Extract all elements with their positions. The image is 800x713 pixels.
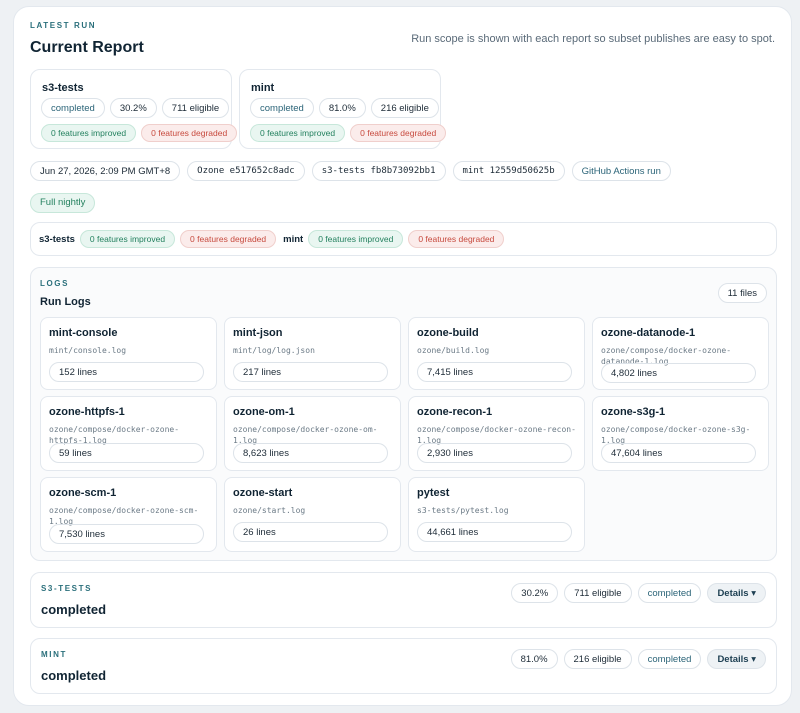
github-actions-link[interactable]: GitHub Actions run [571, 161, 671, 181]
summary-mint-degraded-badge: 0 features degraded [408, 230, 505, 248]
log-grid: mint-console mint/console.log 152 lines … [40, 317, 769, 558]
s3-tests-commit-badge: s3-tests fb8b73092bb1 [311, 161, 446, 181]
section-status: completed [41, 602, 107, 617]
summary-mint-improved-badge: 0 features improved [308, 230, 404, 248]
log-name: ozone-scm-1 [49, 487, 117, 499]
log-lines: 217 lines [233, 362, 388, 382]
log-name: ozone-om-1 [233, 406, 295, 418]
log-path: s3-tests/pytest.log [417, 506, 509, 515]
section-s3-tests: S3-TESTS completed 30.2% 711 eligible co… [30, 572, 777, 628]
details-button[interactable]: Details ▾ [707, 583, 766, 603]
status-badge: completed [250, 98, 314, 118]
summary-s3-degraded-badge: 0 features degraded [180, 230, 277, 248]
log-card-ozone-s3g-1[interactable]: ozone-s3g-1 ozone/compose/docker-ozone-s… [592, 396, 769, 471]
run-meta-row: Jun 27, 2026, 2:09 PM GMT+8 Ozone e51765… [30, 161, 671, 181]
log-lines: 4,802 lines [601, 363, 756, 383]
log-card-ozone-start[interactable]: ozone-start ozone/start.log 26 lines [224, 477, 401, 552]
log-name: ozone-datanode-1 [601, 327, 696, 339]
log-card-mint-console[interactable]: mint-console mint/console.log 152 lines [40, 317, 217, 390]
eligible-badge: 711 eligible [564, 583, 632, 603]
log-lines: 44,661 lines [417, 522, 572, 542]
log-card-ozone-recon-1[interactable]: ozone-recon-1 ozone/compose/docker-ozone… [408, 396, 585, 471]
suite-card-mint: mint completed 81.0% 216 eligible 0 feat… [239, 69, 447, 149]
eligible-badge: 711 eligible [161, 98, 230, 118]
logs-section: LOGS Run Logs 11 files mint-console mint… [30, 267, 777, 561]
status-badge: completed [637, 583, 702, 603]
section-eyebrow: S3-TESTS [41, 584, 93, 593]
details-button[interactable]: Details ▾ [707, 649, 766, 669]
log-path: ozone/start.log [233, 506, 306, 515]
eligible-badge: 216 eligible [370, 98, 439, 118]
pass-rate-badge: 81.0% [510, 649, 558, 669]
log-name: mint-json [233, 327, 283, 339]
log-lines: 47,604 lines [601, 443, 756, 463]
log-path: ozone/compose/docker-ozone-scm-1.log [49, 506, 199, 526]
summary-mint-label: mint [283, 233, 304, 245]
log-path: ozone/compose/docker-ozone-om-1.log [233, 425, 378, 445]
status-badge: completed [41, 98, 105, 118]
pass-rate-badge: 81.0% [318, 98, 366, 118]
log-name: ozone-build [417, 327, 479, 339]
suite-card-s3-tests: s3-tests completed 30.2% 711 eligible 0 … [30, 69, 238, 149]
ozone-commit-badge: Ozone e517652c8adc [187, 161, 305, 181]
section-status: completed [41, 668, 107, 683]
degraded-badge: 0 features degraded [350, 124, 447, 142]
page-title: Current Report [30, 39, 144, 56]
log-lines: 8,623 lines [233, 443, 388, 463]
run-scope-badge: Full nightly [30, 192, 96, 213]
run-timestamp: Jun 27, 2026, 2:09 PM GMT+8 [30, 161, 181, 181]
suite-name: s3-tests [42, 82, 84, 94]
log-lines: 7,415 lines [417, 362, 572, 382]
suite-name: mint [251, 82, 275, 94]
log-lines: 2,930 lines [417, 443, 572, 463]
status-badge: completed [637, 649, 702, 669]
pass-rate-badge: 30.2% [109, 98, 157, 118]
log-lines: 26 lines [233, 522, 388, 542]
log-card-ozone-httpfs-1[interactable]: ozone-httpfs-1 ozone/compose/docker-ozon… [40, 396, 217, 471]
eligible-badge: 216 eligible [563, 649, 632, 669]
log-name: ozone-s3g-1 [601, 406, 666, 418]
log-path: ozone/compose/docker-ozone-recon-1.log [417, 425, 576, 445]
log-card-ozone-build[interactable]: ozone-build ozone/build.log 7,415 lines [408, 317, 585, 390]
summary-s3-improved-badge: 0 features improved [79, 230, 176, 248]
mint-commit-badge: mint 12559d50625b [452, 161, 565, 181]
log-name: ozone-httpfs-1 [49, 406, 125, 418]
log-card-pytest[interactable]: pytest s3-tests/pytest.log 44,661 lines [408, 477, 585, 552]
log-path: ozone/compose/docker-ozone-datanode-1.lo… [601, 346, 732, 366]
logs-title: Run Logs [40, 296, 91, 308]
log-name: ozone-start [233, 487, 293, 499]
section-eyebrow: MINT [41, 650, 67, 659]
log-path: mint/log/log.json [233, 346, 315, 355]
log-card-ozone-scm-1[interactable]: ozone-scm-1 ozone/compose/docker-ozone-s… [40, 477, 217, 552]
logs-eyebrow: LOGS [40, 279, 70, 288]
log-lines: 152 lines [49, 362, 204, 382]
report-page: LATEST RUN Current Report Run scope is s… [13, 6, 792, 706]
file-count-badge: 11 files [717, 283, 767, 303]
summary-s3-tests-label: s3-tests [39, 233, 75, 245]
improved-badge: 0 features improved [41, 124, 137, 142]
section-mint: MINT completed 81.0% 216 eligible comple… [30, 638, 777, 694]
log-path: mint/console.log [49, 346, 127, 355]
degraded-badge: 0 features degraded [141, 124, 238, 142]
report-header: LATEST RUN Current Report Run scope is s… [30, 21, 775, 61]
log-card-ozone-om-1[interactable]: ozone-om-1 ozone/compose/docker-ozone-om… [224, 396, 401, 471]
log-card-mint-json[interactable]: mint-json mint/log/log.json 217 lines [224, 317, 401, 390]
scope-note: Run scope is shown with each report so s… [411, 33, 775, 45]
log-name: pytest [417, 487, 450, 499]
latest-run-eyebrow: LATEST RUN [30, 21, 97, 30]
log-card-ozone-datanode-1[interactable]: ozone-datanode-1 ozone/compose/docker-oz… [592, 317, 769, 390]
improved-badge: 0 features improved [250, 124, 346, 142]
log-lines: 7,530 lines [49, 524, 204, 544]
log-lines: 59 lines [49, 443, 204, 463]
pass-rate-badge: 30.2% [511, 583, 559, 603]
log-name: ozone-recon-1 [417, 406, 493, 418]
log-path: ozone/build.log [417, 346, 490, 355]
log-path: ozone/compose/docker-ozone-httpfs-1.log [49, 425, 180, 445]
feature-summary-bar: s3-tests 0 features improved 0 features … [30, 222, 777, 256]
log-path: ozone/compose/docker-ozone-s3g-1.log [601, 425, 751, 445]
log-name: mint-console [49, 327, 118, 339]
